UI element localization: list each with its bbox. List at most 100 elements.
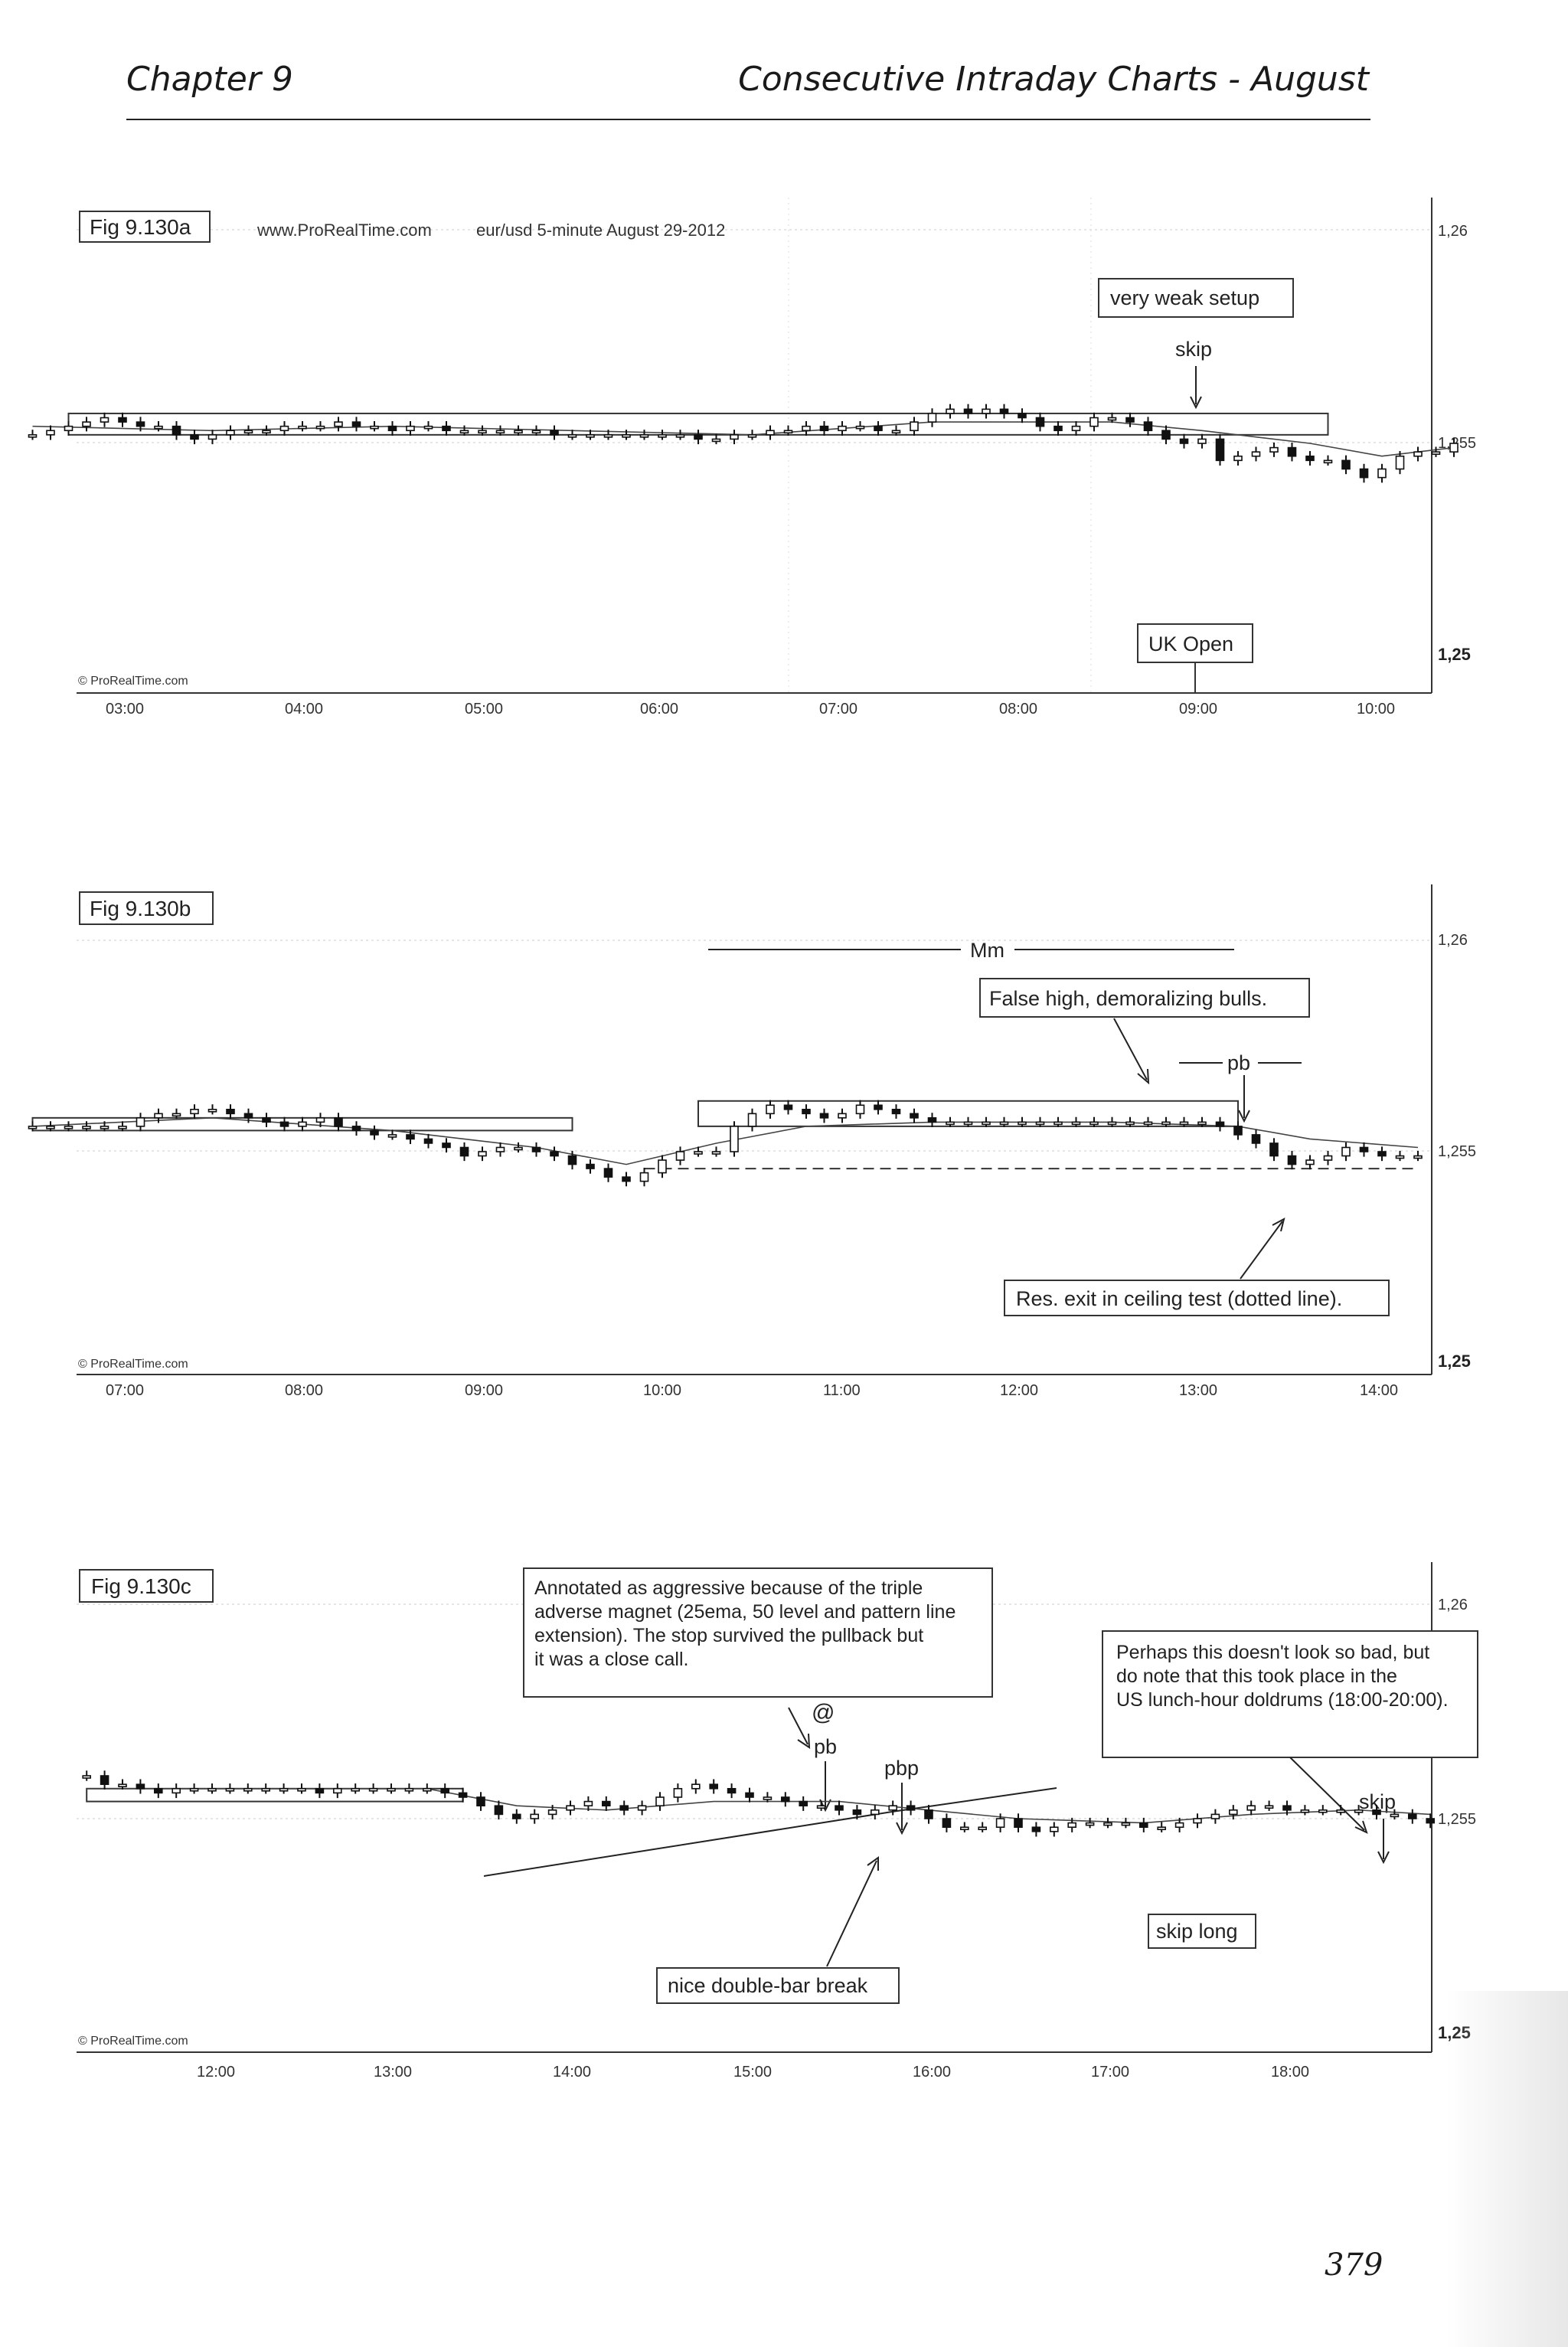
candle-bull (675, 434, 685, 438)
y-tick-label: 1,26 (1438, 932, 1468, 949)
candle-bull (28, 1126, 38, 1129)
candle-bear (1287, 446, 1297, 457)
y-tick-label: 1,255 (1438, 1811, 1476, 1828)
candle-bear (802, 1109, 811, 1115)
y-tick-label: 1,26 (1438, 1597, 1468, 1613)
page-curl-shadow (1446, 1991, 1568, 2347)
source-text: www.ProRealTime.com (256, 221, 432, 240)
x-tick-label: 13:00 (374, 2064, 412, 2081)
candle-bull (243, 430, 253, 434)
candle-bull (675, 1151, 685, 1161)
candle-bull (28, 434, 38, 438)
fig-label: Fig 9.130c (91, 1574, 191, 1598)
candle-bear (262, 1117, 271, 1123)
candle-bull (172, 1113, 181, 1117)
candle-bull (118, 1126, 127, 1129)
candle-bear (136, 1783, 145, 1790)
candle-bear (709, 1783, 719, 1790)
x-tick-labels: 07:00 08:00 09:00 10:00 11:00 12:00 13:0… (106, 1382, 1398, 1399)
copyright: © ProRealTime.com (78, 2035, 188, 2048)
candle-bull (1125, 1121, 1135, 1126)
x-tick-label: 05:00 (465, 701, 503, 718)
candle-bear (423, 1138, 433, 1144)
x-tick-label: 16:00 (913, 2064, 951, 2081)
candle-bear (1179, 438, 1189, 444)
candle-bear (351, 421, 361, 427)
candle-bull (514, 430, 523, 434)
candle-bull (332, 1788, 342, 1794)
candle-bull (691, 1783, 701, 1790)
x-tick-label: 10:00 (643, 1382, 681, 1399)
annotation-skip: skip (1175, 338, 1212, 361)
candle-bear (370, 1129, 379, 1136)
candle-bear (1377, 1151, 1387, 1157)
x-tick-label: 18:00 (1271, 2064, 1309, 2081)
candle-bull (1089, 1121, 1099, 1126)
candle-bear (315, 1788, 325, 1794)
candle-bear (1139, 1822, 1148, 1829)
candle-bull (315, 425, 325, 430)
candle-bull (298, 1121, 307, 1127)
candle-bear (927, 1117, 937, 1123)
candle-bull (711, 1151, 721, 1155)
annotation-pbp: pbp (884, 1757, 919, 1780)
candle-bull (46, 430, 55, 436)
candle-bull (1179, 1121, 1189, 1126)
candle-bull (711, 438, 721, 443)
candle-bull (566, 1805, 575, 1811)
candle-bull (1390, 1813, 1400, 1818)
candle-bull (637, 1805, 647, 1811)
candle-bull (368, 1788, 378, 1792)
candle-bear (906, 1805, 916, 1811)
candle-bull (1103, 1822, 1112, 1826)
candle-bull (459, 430, 469, 434)
chapter-label: Chapter 9 (126, 60, 293, 99)
candle-bear (603, 1168, 613, 1178)
candle-bull (46, 1126, 55, 1129)
candle-bear (1035, 417, 1045, 427)
candle-bear (745, 1792, 754, 1798)
candle-bull (531, 430, 541, 434)
candle-bear (226, 1109, 235, 1115)
candle-bull (658, 434, 667, 438)
candle-bear (476, 1796, 485, 1806)
candle-bear (1031, 1826, 1041, 1832)
candle-bear (1341, 459, 1351, 470)
annotation-skip-long: skip long (1156, 1920, 1238, 1943)
candle-bear (531, 1146, 541, 1152)
candle-bear (279, 1121, 289, 1127)
candle-bull (1193, 1818, 1202, 1824)
plot-area (82, 1770, 1435, 1837)
y-tick-labels: 1,26 1,255 1,25 (1438, 223, 1476, 664)
candle-bear (1215, 438, 1225, 462)
candle-bear (819, 425, 829, 432)
candle-bull (583, 1800, 593, 1807)
ema-line (87, 1788, 1431, 1824)
copyright: © ProRealTime.com (78, 675, 188, 688)
candle-bull (838, 1113, 847, 1119)
candle-bull (639, 434, 649, 438)
annotation-double-bar: nice double-bar break (668, 1974, 868, 1997)
y-tick-labels: 1,26 1,255 1,25 (1438, 932, 1476, 1371)
candle-bear (910, 1113, 919, 1119)
candle-bull (64, 1126, 74, 1129)
candle-bear (1215, 1121, 1225, 1127)
candle-bull (946, 1121, 955, 1126)
chart-fig-a: Fig 9.130a www.ProRealTime.com eur/usd 5… (28, 198, 1476, 718)
candle-bull (1107, 1121, 1117, 1126)
candle-bull (1161, 1121, 1171, 1126)
candle-bear (1359, 468, 1369, 479)
candle-bear (1143, 421, 1153, 432)
candle-bear (963, 408, 973, 414)
candle-bull (298, 425, 307, 430)
candle-bear (622, 1176, 631, 1182)
candle-bull (891, 430, 901, 434)
x-tick-label: 17:00 (1091, 2064, 1129, 2081)
candle-bear (1054, 425, 1063, 432)
candle-bull (622, 434, 631, 438)
candle-bull (639, 1172, 649, 1182)
candle-bull (422, 1788, 432, 1792)
candle-bull (1377, 468, 1387, 479)
candle-bear (387, 425, 397, 432)
